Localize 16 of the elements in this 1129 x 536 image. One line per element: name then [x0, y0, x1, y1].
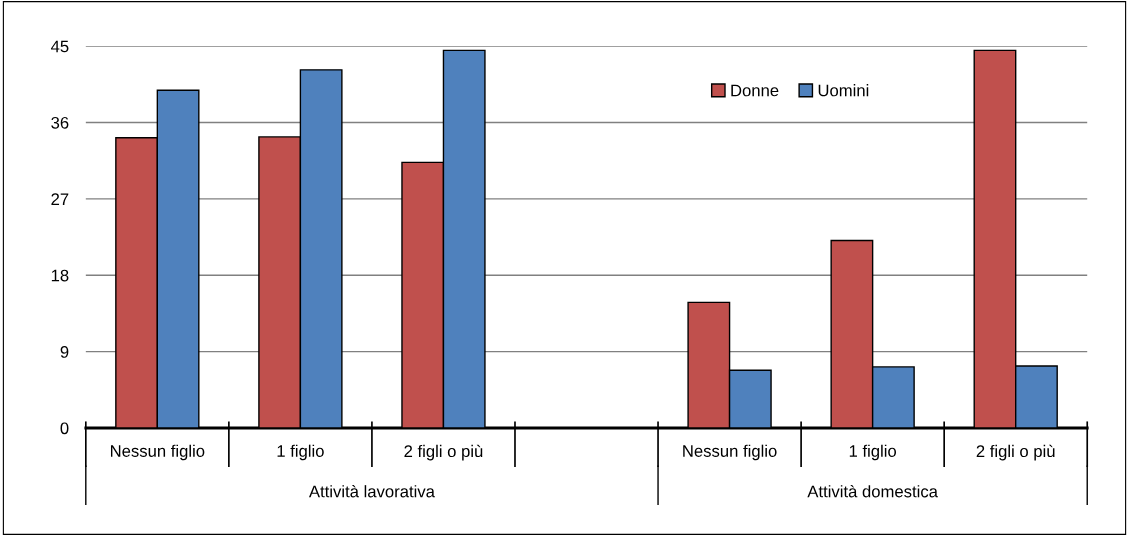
- y-tick-label: 45: [50, 40, 69, 53]
- x-tick-label: 1 figlio: [277, 444, 324, 461]
- x-tick-label: Nessun figlio: [110, 444, 205, 461]
- y-tick-label: 9: [60, 346, 69, 358]
- text: Attività lavorativa: [308, 484, 435, 498]
- legend-label: Uomini: [818, 84, 869, 97]
- y-tick-label: 27: [51, 193, 69, 205]
- y-tick-label: 0: [60, 422, 69, 435]
- x-tick-label: 1 figlio: [849, 444, 897, 461]
- y-tick-label: 36: [51, 116, 69, 129]
- text: Attività domestica: [807, 484, 938, 498]
- legend-label: Donne: [731, 84, 779, 97]
- y-tick-label: 18: [51, 269, 69, 282]
- x-tick-label: Nessun figlio: [683, 444, 777, 461]
- x-tick-label: 2 figli o più: [976, 444, 1055, 461]
- x-tick-label: 2 figli o più: [404, 444, 483, 461]
